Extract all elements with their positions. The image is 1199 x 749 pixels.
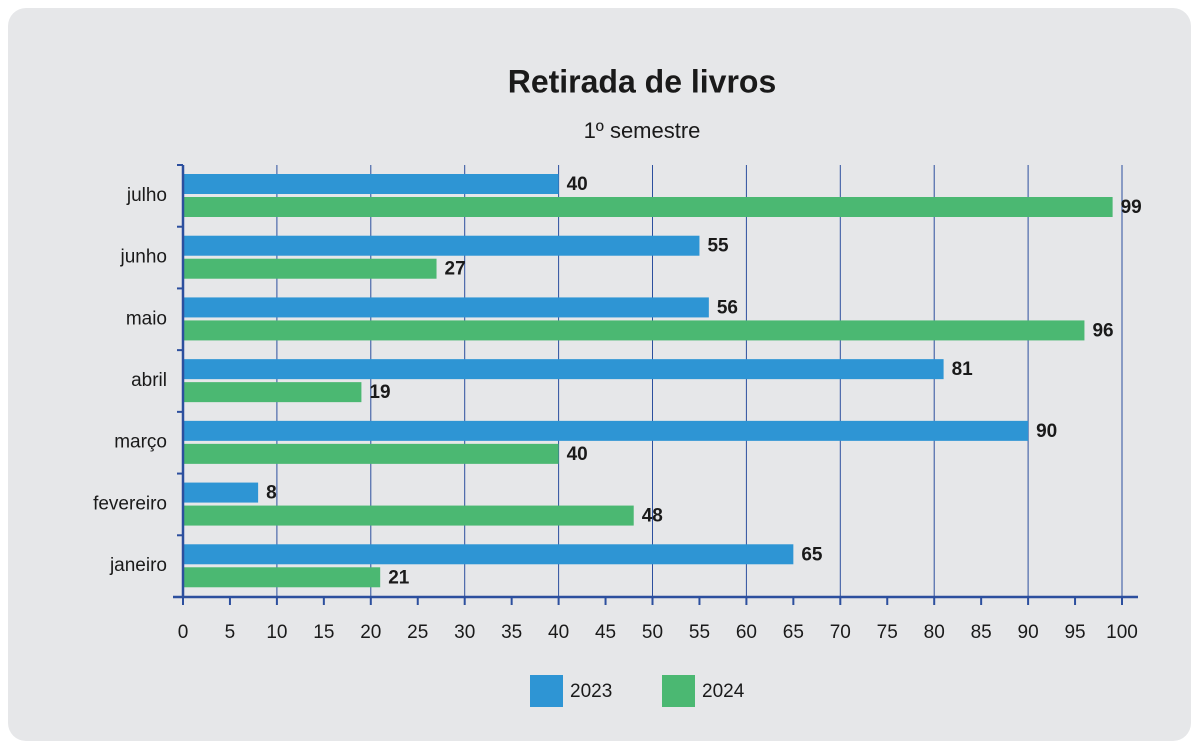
bar xyxy=(183,197,1113,217)
y-tick-label: abril xyxy=(131,370,167,391)
y-tick-label: março xyxy=(114,432,167,453)
data-label: 56 xyxy=(717,297,738,318)
y-tick-label: junho xyxy=(120,247,168,268)
x-tick-label: 95 xyxy=(1064,622,1085,643)
data-label: 90 xyxy=(1036,421,1057,442)
y-tick-label: maio xyxy=(126,308,167,329)
bar xyxy=(183,505,634,526)
x-tick-label: 65 xyxy=(783,622,804,643)
bar xyxy=(183,482,259,503)
x-tick-label: 60 xyxy=(736,622,757,643)
data-label: 96 xyxy=(1092,320,1113,341)
x-tick-label: 75 xyxy=(877,622,898,643)
legend-swatch xyxy=(662,675,695,707)
bar xyxy=(183,320,1085,341)
data-label: 19 xyxy=(369,382,390,403)
x-tick-label: 30 xyxy=(454,622,475,643)
x-tick-label: 80 xyxy=(924,622,945,643)
chart-subtitle: 1º semestre xyxy=(584,118,701,143)
y-tick-label: julho xyxy=(126,185,167,206)
bar xyxy=(183,297,709,318)
x-tick-label: 90 xyxy=(1018,622,1039,643)
x-tick-label: 45 xyxy=(595,622,616,643)
x-tick-label: 20 xyxy=(360,622,381,643)
legend-label: 2023 xyxy=(570,681,612,702)
bar xyxy=(183,420,1029,441)
x-tick-label: 35 xyxy=(501,622,522,643)
data-label: 48 xyxy=(642,506,663,527)
bar xyxy=(183,174,559,194)
x-tick-label: 5 xyxy=(225,622,236,643)
data-label: 27 xyxy=(445,259,466,280)
x-tick-label: 40 xyxy=(548,622,569,643)
legend-label: 2024 xyxy=(702,681,745,702)
x-tick-label: 55 xyxy=(689,622,710,643)
bar xyxy=(183,359,944,380)
x-tick-label: 50 xyxy=(642,622,663,643)
data-label: 55 xyxy=(707,236,729,257)
x-tick-label: 0 xyxy=(178,622,189,643)
bar xyxy=(183,544,794,565)
data-label: 65 xyxy=(801,544,823,565)
bar xyxy=(183,567,381,588)
x-tick-label: 10 xyxy=(266,622,287,643)
x-tick-label: 100 xyxy=(1106,622,1138,643)
data-label: 40 xyxy=(567,444,588,465)
y-tick-label: fevereiro xyxy=(93,493,167,514)
bar xyxy=(183,258,437,279)
x-tick-label: 70 xyxy=(830,622,851,643)
data-label: 81 xyxy=(952,359,974,380)
data-label: 40 xyxy=(567,174,588,195)
data-label: 8 xyxy=(266,483,277,504)
legend-swatch xyxy=(530,675,563,707)
x-tick-label: 85 xyxy=(971,622,992,643)
bar xyxy=(183,235,700,256)
x-tick-label: 15 xyxy=(313,622,334,643)
y-tick-label: janeiro xyxy=(109,555,167,576)
data-label: 21 xyxy=(388,567,410,588)
chart-title: Retirada de livros xyxy=(508,63,777,99)
x-tick-label: 25 xyxy=(407,622,428,643)
data-label: 99 xyxy=(1121,197,1142,218)
bar xyxy=(183,443,559,464)
bar xyxy=(183,382,362,403)
